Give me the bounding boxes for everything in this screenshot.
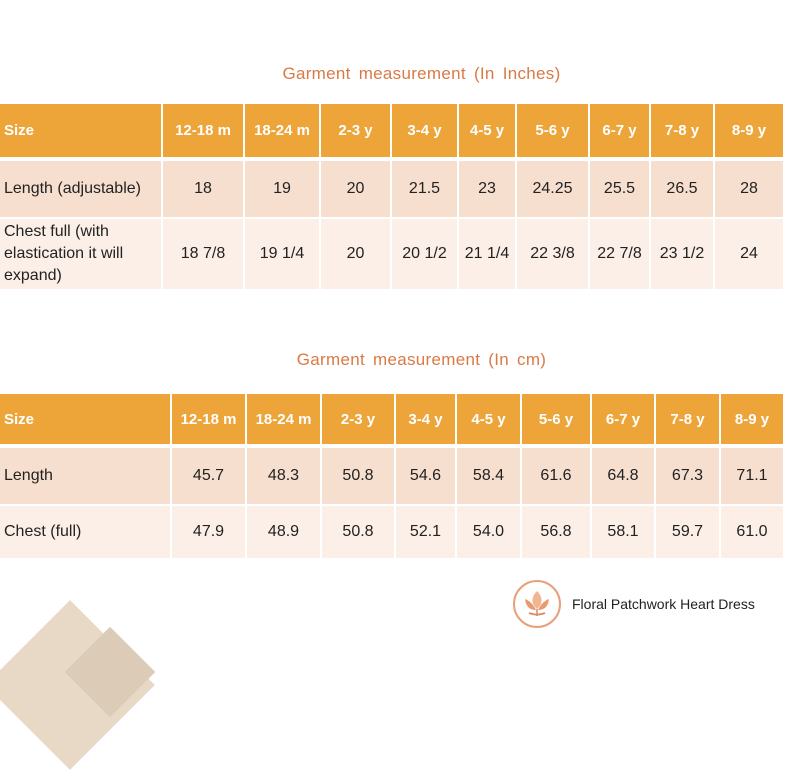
header-cell: Size	[0, 394, 172, 448]
table-row: Length (adjustable) 18 19 20 21.5 23 24.…	[0, 161, 785, 219]
table-cell: 24.25	[517, 161, 590, 219]
table-row: Length 45.7 48.3 50.8 54.6 58.4 61.6 64.…	[0, 448, 785, 506]
table-cell: 59.7	[656, 506, 721, 560]
table-row: Chest full (with elastication it will ex…	[0, 219, 785, 291]
row-label: Length	[0, 448, 172, 506]
table-cell: 23	[459, 161, 517, 219]
table-cell: 28	[715, 161, 785, 219]
table-cell: 25.5	[590, 161, 651, 219]
table-cell: 22 3/8	[517, 219, 590, 291]
header-cell: 5-6 y	[522, 394, 592, 448]
table-cell: 52.1	[396, 506, 457, 560]
table-cell: 71.1	[721, 448, 785, 506]
leaf-logo-icon	[513, 580, 561, 628]
table-cell: 47.9	[172, 506, 247, 560]
header-cell: 18-24 m	[247, 394, 322, 448]
header-cell: 2-3 y	[322, 394, 396, 448]
header-cell: 8-9 y	[721, 394, 785, 448]
row-label: Chest (full)	[0, 506, 172, 560]
brand-name: Floral Patchwork Heart Dress	[572, 596, 755, 612]
row-label: Length (adjustable)	[0, 161, 163, 219]
header-cell: Size	[0, 104, 163, 161]
table-cell: 48.9	[247, 506, 322, 560]
table-cell: 58.1	[592, 506, 656, 560]
cm-size-table: Size 12-18 m 18-24 m 2-3 y 3-4 y 4-5 y 5…	[0, 394, 785, 560]
header-cell: 6-7 y	[590, 104, 651, 161]
table-cell: 21.5	[392, 161, 459, 219]
row-label: Chest full (with elastication it will ex…	[0, 219, 163, 291]
table-cell: 58.4	[457, 448, 522, 506]
table-cell: 45.7	[172, 448, 247, 506]
table-cell: 18 7/8	[163, 219, 245, 291]
table-row: Chest (full) 47.9 48.9 50.8 52.1 54.0 56…	[0, 506, 785, 560]
header-cell: 18-24 m	[245, 104, 321, 161]
header-cell: 7-8 y	[651, 104, 715, 161]
table-cell: 26.5	[651, 161, 715, 219]
table-cell: 20	[321, 219, 392, 291]
header-cell: 7-8 y	[656, 394, 721, 448]
header-cell: 4-5 y	[457, 394, 522, 448]
table-cell: 19 1/4	[245, 219, 321, 291]
table-cell: 54.6	[396, 448, 457, 506]
cm-table-title: Garment measurement (In cm)	[296, 350, 547, 369]
header-cell: 12-18 m	[172, 394, 247, 448]
table-cell: 61.6	[522, 448, 592, 506]
header-cell: 12-18 m	[163, 104, 245, 161]
table-cell: 22 7/8	[590, 219, 651, 291]
table-cell: 61.0	[721, 506, 785, 560]
inches-size-table: Size 12-18 m 18-24 m 2-3 y 3-4 y 4-5 y 5…	[0, 104, 785, 291]
table-cell: 54.0	[457, 506, 522, 560]
table-cell: 67.3	[656, 448, 721, 506]
header-cell: 3-4 y	[392, 104, 459, 161]
header-cell: 4-5 y	[459, 104, 517, 161]
table-cell: 64.8	[592, 448, 656, 506]
header-cell: 3-4 y	[396, 394, 457, 448]
table-cell: 56.8	[522, 506, 592, 560]
table-cell: 21 1/4	[459, 219, 517, 291]
table-cell: 18	[163, 161, 245, 219]
table-cell: 19	[245, 161, 321, 219]
table-cell: 50.8	[322, 448, 396, 506]
header-cell: 5-6 y	[517, 104, 590, 161]
header-cell: 2-3 y	[321, 104, 392, 161]
table-header-row: Size 12-18 m 18-24 m 2-3 y 3-4 y 4-5 y 5…	[0, 104, 785, 161]
table-cell: 23 1/2	[651, 219, 715, 291]
table-cell: 48.3	[247, 448, 322, 506]
header-cell: 6-7 y	[592, 394, 656, 448]
inches-table-title: Garment measurement (In Inches)	[282, 64, 561, 83]
table-cell: 20 1/2	[392, 219, 459, 291]
table-header-row: Size 12-18 m 18-24 m 2-3 y 3-4 y 4-5 y 5…	[0, 394, 785, 448]
table-cell: 20	[321, 161, 392, 219]
table-cell: 24	[715, 219, 785, 291]
table-cell: 50.8	[322, 506, 396, 560]
header-cell: 8-9 y	[715, 104, 785, 161]
